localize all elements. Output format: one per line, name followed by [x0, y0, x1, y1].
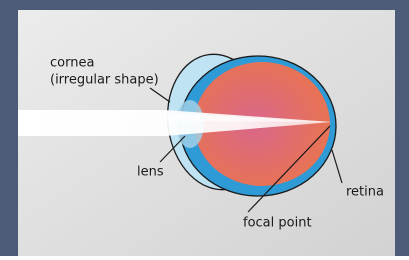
cornea-label: (irregular shape)	[50, 73, 159, 88]
lens-label: lens	[137, 165, 164, 180]
cornea-label: cornea	[50, 56, 94, 71]
focal-point-label: focal point	[243, 216, 312, 231]
diagram: cornea (irregular shape) lens retina foc…	[0, 0, 409, 256]
retina-label: retina	[346, 185, 384, 200]
